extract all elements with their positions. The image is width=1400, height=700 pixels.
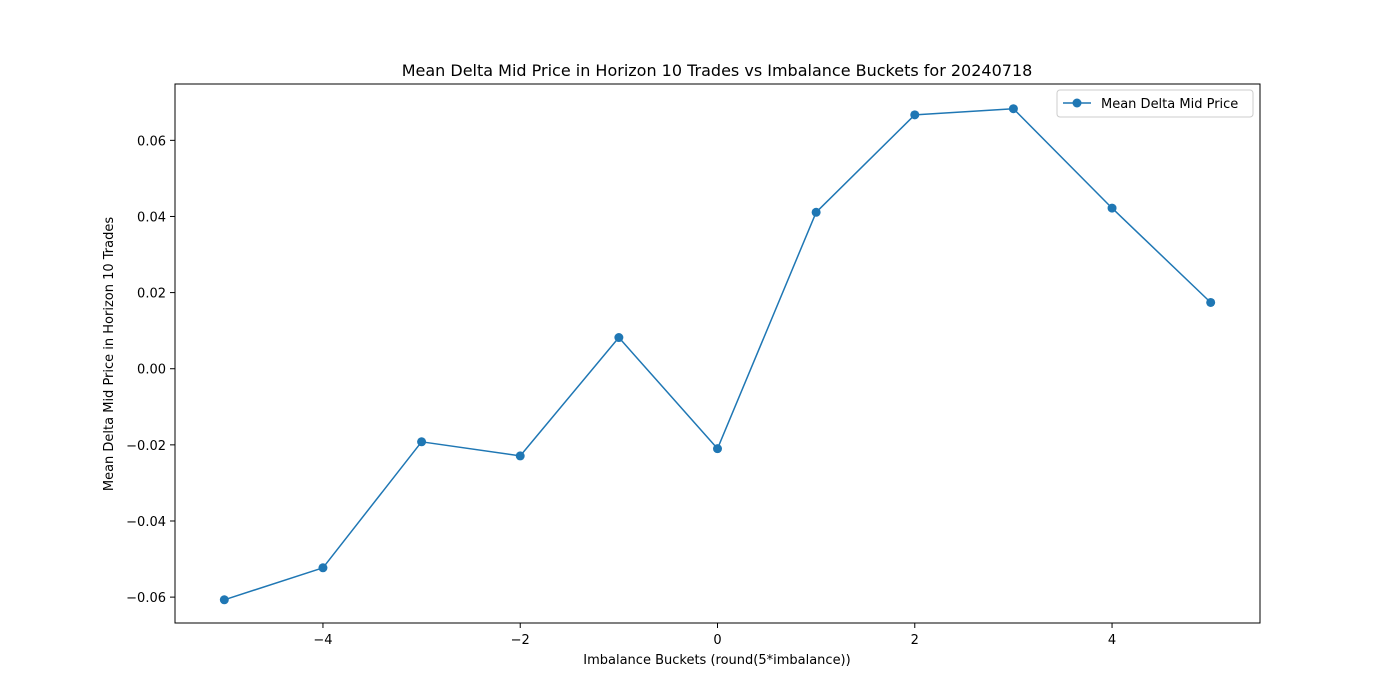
- legend: Mean Delta Mid Price: [1056, 89, 1254, 118]
- x-tick-label: −2: [511, 633, 530, 648]
- data-point: [318, 563, 328, 573]
- legend-label: Mean Delta Mid Price: [1101, 97, 1238, 112]
- y-tick-label: 0.06: [137, 134, 166, 149]
- legend-marker-swatch: [1072, 98, 1082, 108]
- data-point: [1206, 297, 1216, 307]
- y-tick-label: 0.04: [137, 210, 166, 225]
- data-point: [811, 207, 821, 217]
- x-axis-label: Imbalance Buckets (round(5*imbalance)): [583, 653, 850, 668]
- legend-box: [1056, 89, 1254, 118]
- y-tick-label: −0.04: [126, 515, 166, 530]
- x-tick-label: 4: [1108, 633, 1116, 648]
- data-point: [515, 451, 525, 461]
- data-point: [713, 444, 722, 454]
- data-point: [614, 333, 624, 343]
- y-axis-label: Mean Delta Mid Price in Horizon 10 Trade…: [102, 217, 117, 492]
- data-point: [1008, 104, 1018, 114]
- x-tick-label: 2: [911, 633, 919, 648]
- y-tick-label: 0.00: [137, 363, 166, 378]
- chart-title: Mean Delta Mid Price in Horizon 10 Trade…: [402, 61, 1033, 80]
- data-point: [417, 437, 427, 447]
- series-layer: [219, 104, 1216, 605]
- x-axis: −4 −2 0 2 4: [313, 623, 1116, 648]
- y-axis: −0.06 −0.04 −0.02 0.00 0.02 0.04 0.06: [126, 134, 175, 606]
- y-tick-label: 0.02: [137, 287, 166, 302]
- y-tick-label: −0.02: [126, 439, 166, 454]
- data-point: [1107, 203, 1117, 213]
- x-tick-label: 0: [713, 633, 721, 648]
- x-tick-label: −4: [313, 633, 332, 648]
- data-point: [219, 595, 229, 605]
- data-point: [910, 110, 920, 120]
- y-tick-label: −0.06: [126, 591, 166, 606]
